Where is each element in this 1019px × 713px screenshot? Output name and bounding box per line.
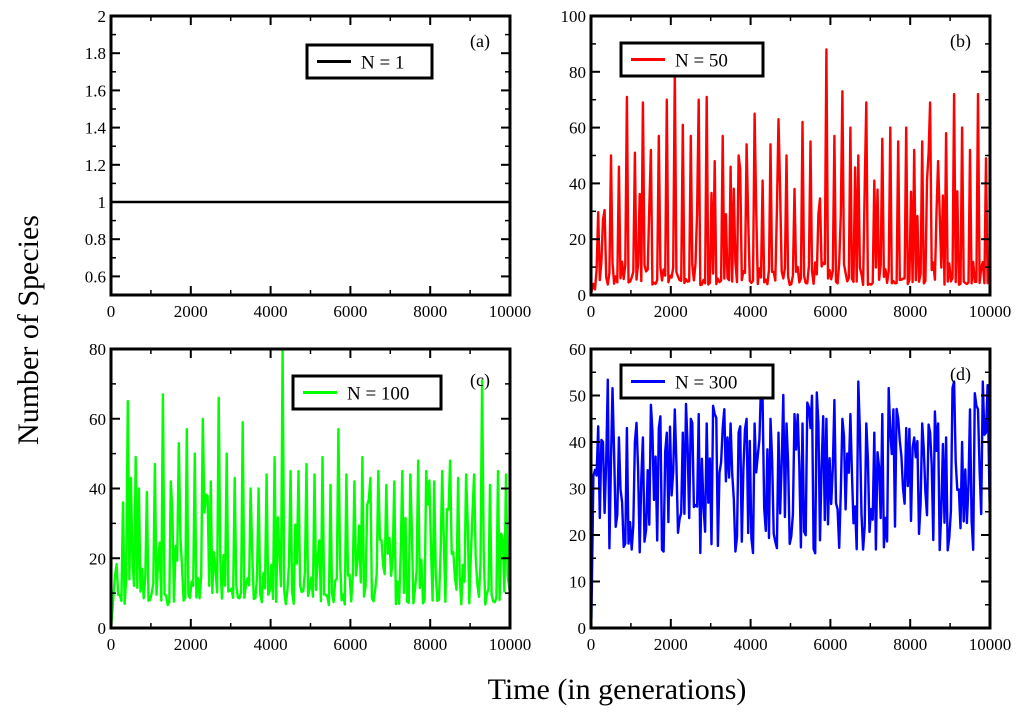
x-axis-title: Time (in generations) xyxy=(488,673,747,706)
y-tick-label: 20 xyxy=(569,526,586,545)
x-tick-label: 10000 xyxy=(969,302,1012,321)
panel-letter: (d) xyxy=(950,364,971,385)
y-tick-label: 1.8 xyxy=(85,44,106,63)
panel-letter: (b) xyxy=(950,31,971,52)
x-tick-label: 2000 xyxy=(174,302,208,321)
x-tick-label: 0 xyxy=(107,302,116,321)
y-tick-label: 0 xyxy=(578,619,587,638)
x-tick-label: 8000 xyxy=(893,302,927,321)
legend-label: N = 100 xyxy=(347,384,409,405)
y-tick-label: 100 xyxy=(561,7,587,26)
x-tick-label: 0 xyxy=(107,635,116,654)
x-tick-label: 6000 xyxy=(333,635,367,654)
x-tick-label: 2000 xyxy=(174,635,208,654)
y-axis-title: Number of Species xyxy=(12,215,45,445)
x-tick-label: 2000 xyxy=(654,635,688,654)
legend-label: N = 300 xyxy=(675,373,737,394)
series-line xyxy=(590,378,991,619)
y-tick-label: 0 xyxy=(98,619,107,638)
y-tick-label: 20 xyxy=(89,549,106,568)
legend-label: N = 50 xyxy=(675,51,728,72)
x-tick-label: 0 xyxy=(587,302,596,321)
x-tick-label: 4000 xyxy=(254,635,288,654)
panel-letter: (c) xyxy=(470,370,490,391)
y-tick-label: 2 xyxy=(98,7,107,26)
panel-a: 0 2000 4000 6000 8000 10000 0.6 0.8 1 1.2 1.4 1.6 1.… xyxy=(85,7,532,321)
series-line xyxy=(590,48,991,293)
panel-d: 0 2000 4000 6000 8000 10000 0 10 20 30 40 50 60 N = 3… xyxy=(569,340,1011,654)
y-tick-label: 40 xyxy=(569,174,586,193)
y-tick-label: 1.6 xyxy=(85,81,106,100)
y-tick-label: 0.8 xyxy=(85,230,106,249)
y-tick-label: 1 xyxy=(98,193,107,212)
x-tick-label: 8000 xyxy=(413,302,447,321)
x-tick-label: 6000 xyxy=(333,302,367,321)
y-tick-label: 60 xyxy=(569,119,586,138)
x-tick-label: 4000 xyxy=(254,302,288,321)
x-tick-label: 10000 xyxy=(969,635,1012,654)
x-tick-label: 10000 xyxy=(489,635,532,654)
panel-c: 0 2000 4000 6000 8000 10000 0 20 40 60 80 N = 100 (c… xyxy=(89,340,531,654)
y-tick-label: 60 xyxy=(569,340,586,359)
x-tick-label: 4000 xyxy=(734,635,768,654)
panel-b: 0 2000 4000 6000 8000 10000 0 20 40 60 80 100 N = 50… xyxy=(561,7,1012,321)
y-tick-label: 40 xyxy=(569,433,586,452)
y-tick-label: 30 xyxy=(569,480,586,499)
x-tick-label: 6000 xyxy=(813,302,847,321)
panel-letter: (a) xyxy=(470,31,490,52)
y-tick-label: 40 xyxy=(89,480,106,499)
y-tick-label: 1.2 xyxy=(85,156,106,175)
x-tick-label: 8000 xyxy=(413,635,447,654)
y-tick-label: 80 xyxy=(569,63,586,82)
legend-label: N = 1 xyxy=(361,53,404,74)
x-tick-label: 4000 xyxy=(734,302,768,321)
x-tick-label: 0 xyxy=(587,635,596,654)
y-tick-label: 60 xyxy=(89,410,106,429)
y-tick-label: 0.6 xyxy=(85,267,106,286)
y-tick-label: 20 xyxy=(569,230,586,249)
x-tick-label: 6000 xyxy=(813,635,847,654)
series-line xyxy=(110,347,511,625)
y-tick-label: 50 xyxy=(569,387,586,406)
y-tick-label: 0 xyxy=(578,286,587,305)
y-tick-label: 80 xyxy=(89,340,106,359)
legend-box xyxy=(619,41,765,78)
y-tick-label: 1.4 xyxy=(85,119,107,138)
x-tick-label: 8000 xyxy=(893,635,927,654)
y-tick-label: 10 xyxy=(569,573,586,592)
x-tick-label: 2000 xyxy=(654,302,688,321)
x-tick-label: 10000 xyxy=(489,302,532,321)
